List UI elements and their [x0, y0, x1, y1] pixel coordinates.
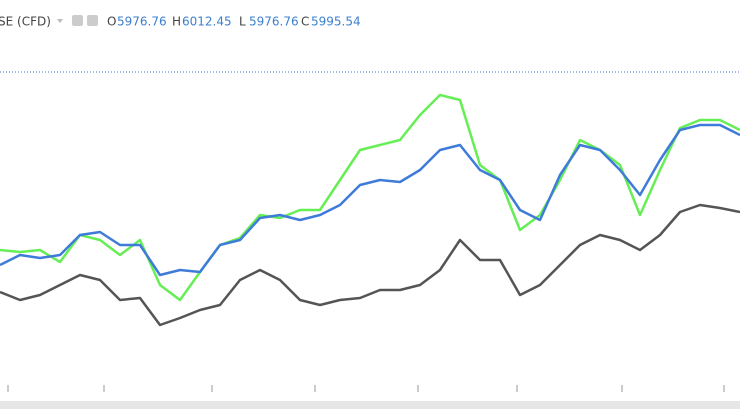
bottom-bar: [0, 401, 740, 409]
hide-icon[interactable]: [87, 15, 98, 26]
time-ticks: [7, 385, 725, 392]
series-line: [0, 93, 740, 302]
plot: [0, 93, 740, 327]
series-line: [0, 123, 740, 277]
ohlc-key: O: [107, 15, 116, 29]
ohlc-value: 5976.76: [249, 15, 299, 29]
dropdown-arrow[interactable]: [57, 19, 63, 23]
ohlc: O 5976.76 H 6012.45 L 5976.76 C 5995.54: [107, 15, 361, 29]
ohlc-key: H: [172, 15, 181, 29]
ohlc-value: 5995.54: [311, 15, 361, 29]
ohlc-value: 6012.45: [182, 15, 232, 29]
ohlc-key: C: [301, 15, 309, 29]
series-line: [0, 203, 740, 327]
ohlc-value: 5976.76: [117, 15, 167, 29]
symbol: SE (CFD): [0, 15, 51, 29]
ohlc-key: L: [239, 15, 246, 29]
settings-icon[interactable]: [72, 15, 83, 26]
